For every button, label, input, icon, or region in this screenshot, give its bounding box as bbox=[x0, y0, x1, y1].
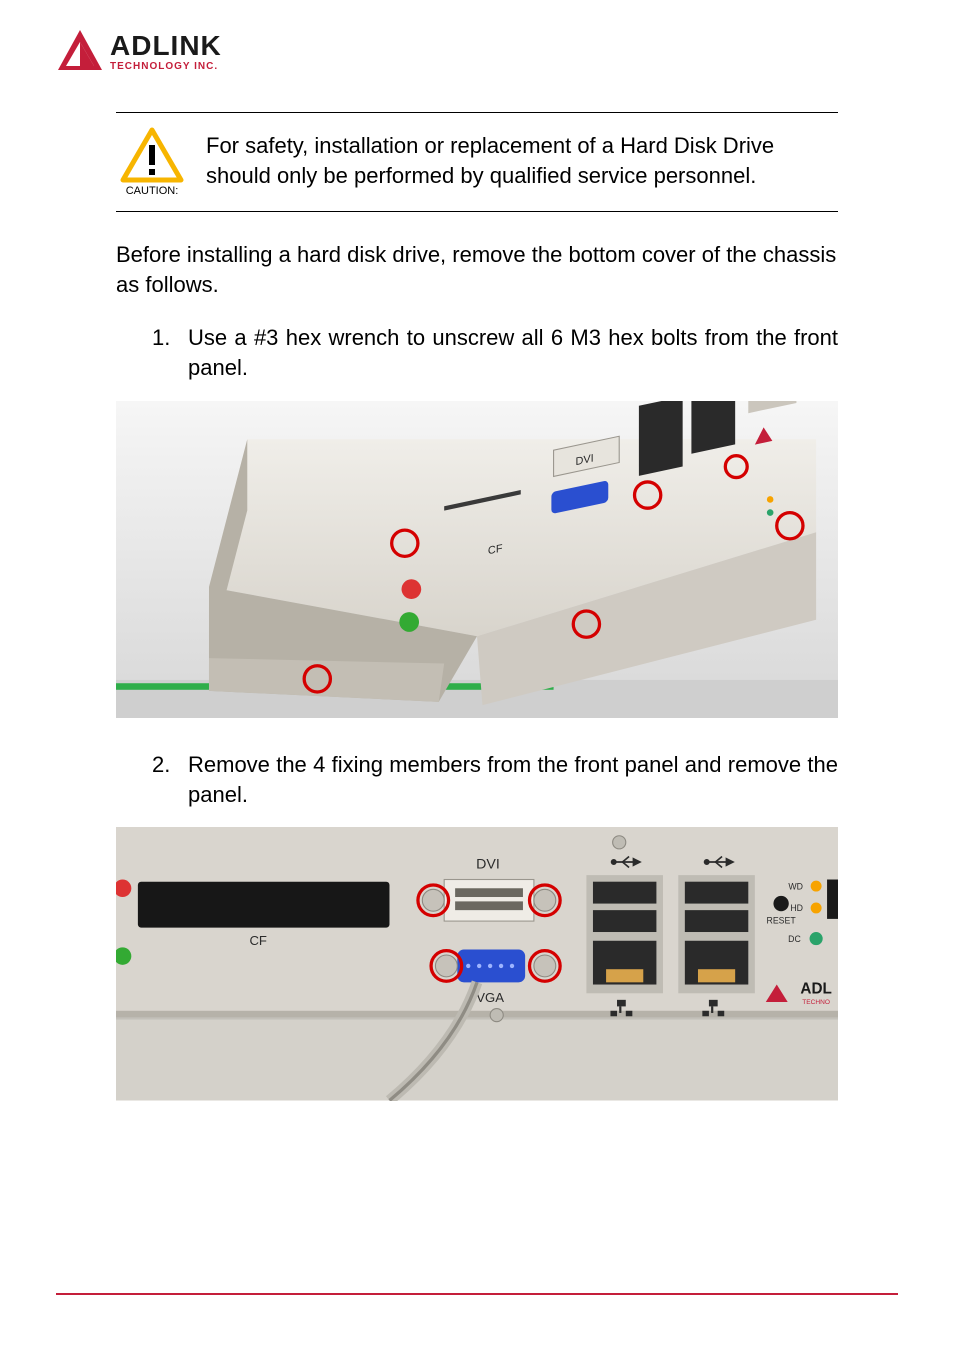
figure2-label-wd: WD bbox=[788, 882, 803, 892]
figure2-label-cf: CF bbox=[249, 934, 266, 949]
caution-label: CAUTION: bbox=[126, 185, 179, 197]
step-1: Use a #3 hex wrench to unscrew all 6 M3 … bbox=[116, 323, 838, 382]
logo-subtitle: TECHNOLOGY INC. bbox=[110, 62, 222, 72]
logo-mark-icon bbox=[56, 28, 104, 72]
svg-text:ADL: ADL bbox=[800, 981, 831, 998]
caution-triangle-icon bbox=[120, 127, 184, 183]
figure2-label-hd: HD bbox=[790, 904, 803, 914]
svg-text:TECHNO: TECHNO bbox=[802, 1000, 830, 1007]
figure-2: CF DVI VGA bbox=[116, 827, 838, 1100]
step-2: Remove the 4 fixing members from the fro… bbox=[116, 750, 838, 809]
caution-callout: CAUTION: For safety, installation or rep… bbox=[116, 112, 838, 212]
figure1-label-cf: CF bbox=[488, 542, 503, 557]
logo-brand: ADLINK bbox=[110, 32, 222, 60]
caution-text: For safety, installation or replacement … bbox=[206, 127, 838, 190]
figure2-label-dvi: DVI bbox=[476, 857, 500, 873]
footer-rule bbox=[56, 1293, 898, 1295]
figure2-label-vga: VGA bbox=[476, 990, 504, 1005]
figure-1: CF DVI bbox=[116, 401, 838, 718]
figure2-label-reset: RESET bbox=[767, 916, 797, 926]
figure2-label-dc: DC bbox=[788, 934, 801, 944]
intro-paragraph: Before installing a hard disk drive, rem… bbox=[116, 240, 838, 299]
header-logo: ADLINK TECHNOLOGY INC. bbox=[56, 28, 898, 72]
